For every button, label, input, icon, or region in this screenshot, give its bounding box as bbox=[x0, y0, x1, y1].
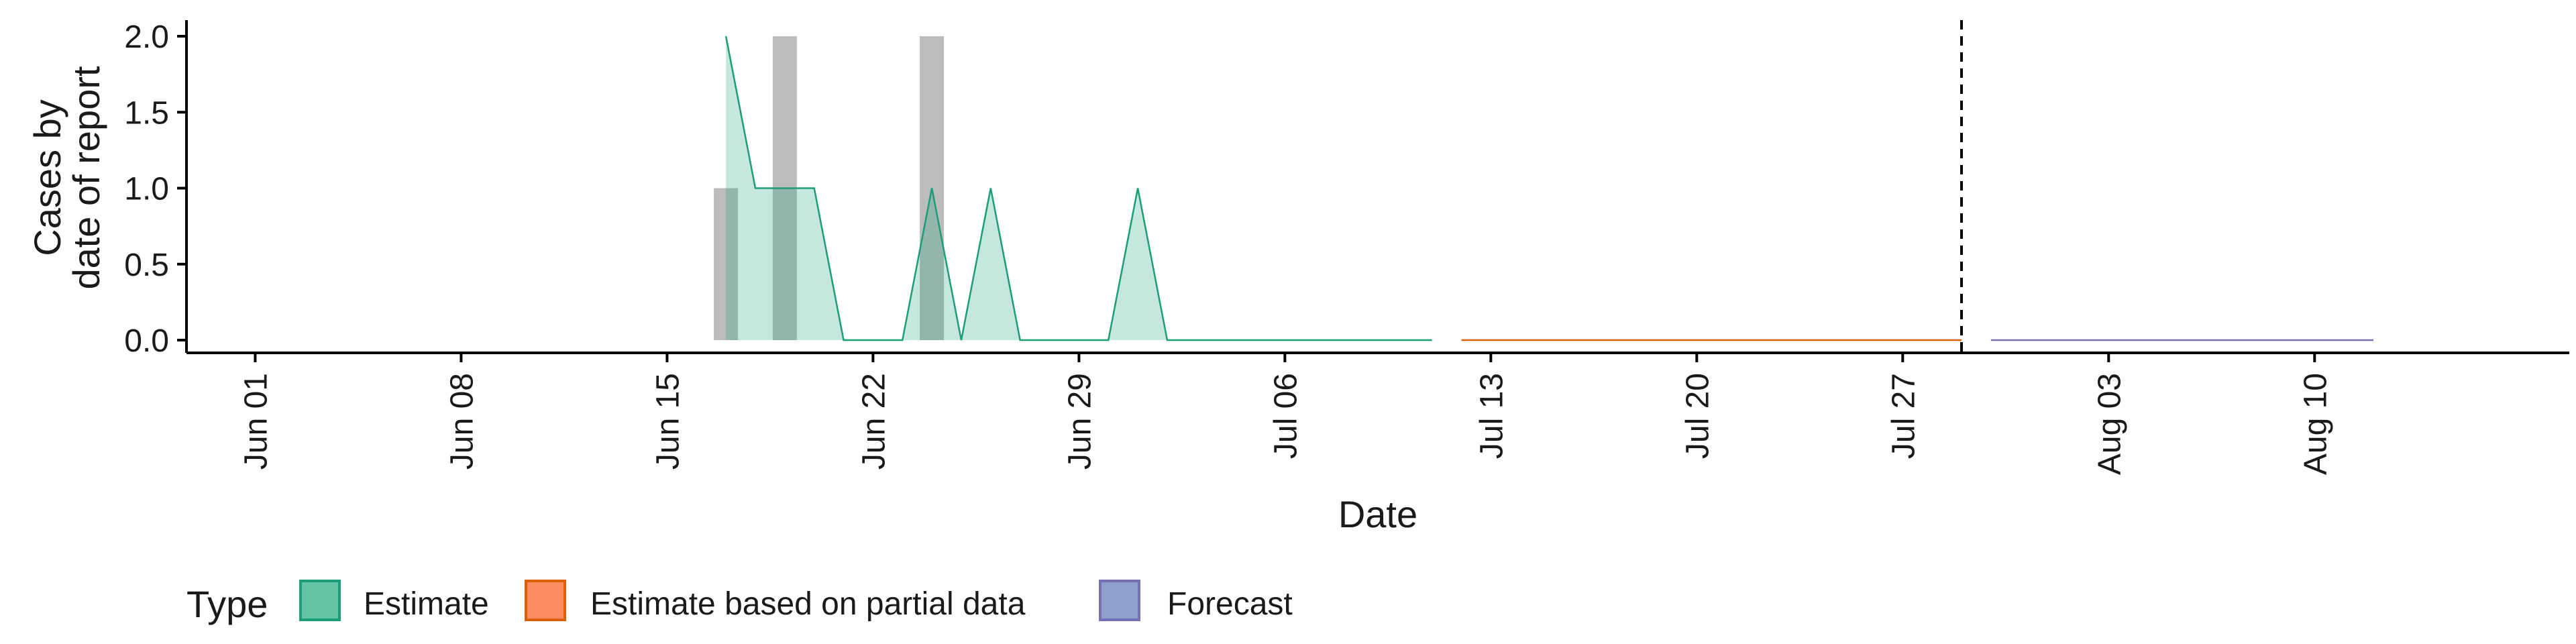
y-axis-title-line-1: Cases by bbox=[26, 99, 68, 256]
legend-title: Type bbox=[186, 583, 268, 625]
series-line-0 bbox=[724, 36, 1432, 341]
y-tick-label: 0.5 bbox=[124, 248, 169, 283]
x-axis-ticks: Jun 01 Jun 08 Jun 15 Jun 22 Jun 29 Jul 06 Jul … bbox=[238, 353, 2333, 475]
reported-bar-0 bbox=[714, 188, 739, 340]
series-area-0 bbox=[726, 36, 1432, 340]
x-tick-label: Jul 20 bbox=[1680, 373, 1715, 459]
x-tick-label: Jul 06 bbox=[1268, 373, 1303, 459]
x-tick-label: Jun 15 bbox=[650, 373, 686, 470]
y-tick-label: 2.0 bbox=[124, 19, 169, 55]
x-tick-label: Jun 22 bbox=[856, 373, 892, 470]
x-axis-title: Date bbox=[1338, 493, 1417, 535]
x-tick-label: Aug 10 bbox=[2298, 373, 2333, 475]
legend: Type Estimate Estimate based on partial … bbox=[186, 580, 1293, 625]
y-axis-ticks: 0.0 0.5 1.0 1.5 2.0 bbox=[124, 19, 186, 359]
y-tick-label: 1.0 bbox=[124, 172, 169, 207]
x-tick-label: Jun 01 bbox=[238, 373, 274, 470]
legend-key-partial bbox=[525, 580, 566, 621]
series-layer bbox=[724, 36, 2374, 341]
x-tick-label: Jun 08 bbox=[444, 373, 480, 470]
x-tick-label: Jun 29 bbox=[1062, 373, 1097, 470]
y-axis-title-line-2: date of report bbox=[65, 66, 107, 290]
legend-label-partial: Estimate based on partial data bbox=[590, 586, 1026, 622]
legend-label-forecast: Forecast bbox=[1167, 586, 1293, 622]
x-tick-label: Aug 03 bbox=[2092, 373, 2127, 475]
legend-label-estimate: Estimate bbox=[364, 586, 489, 622]
y-tick-label: 1.5 bbox=[124, 95, 169, 131]
x-tick-label: Jul 13 bbox=[1474, 373, 1509, 459]
y-tick-label: 0.0 bbox=[124, 323, 169, 359]
legend-key-estimate bbox=[299, 580, 341, 621]
x-tick-label: Jul 27 bbox=[1886, 373, 1921, 459]
legend-key-forecast bbox=[1099, 580, 1140, 621]
